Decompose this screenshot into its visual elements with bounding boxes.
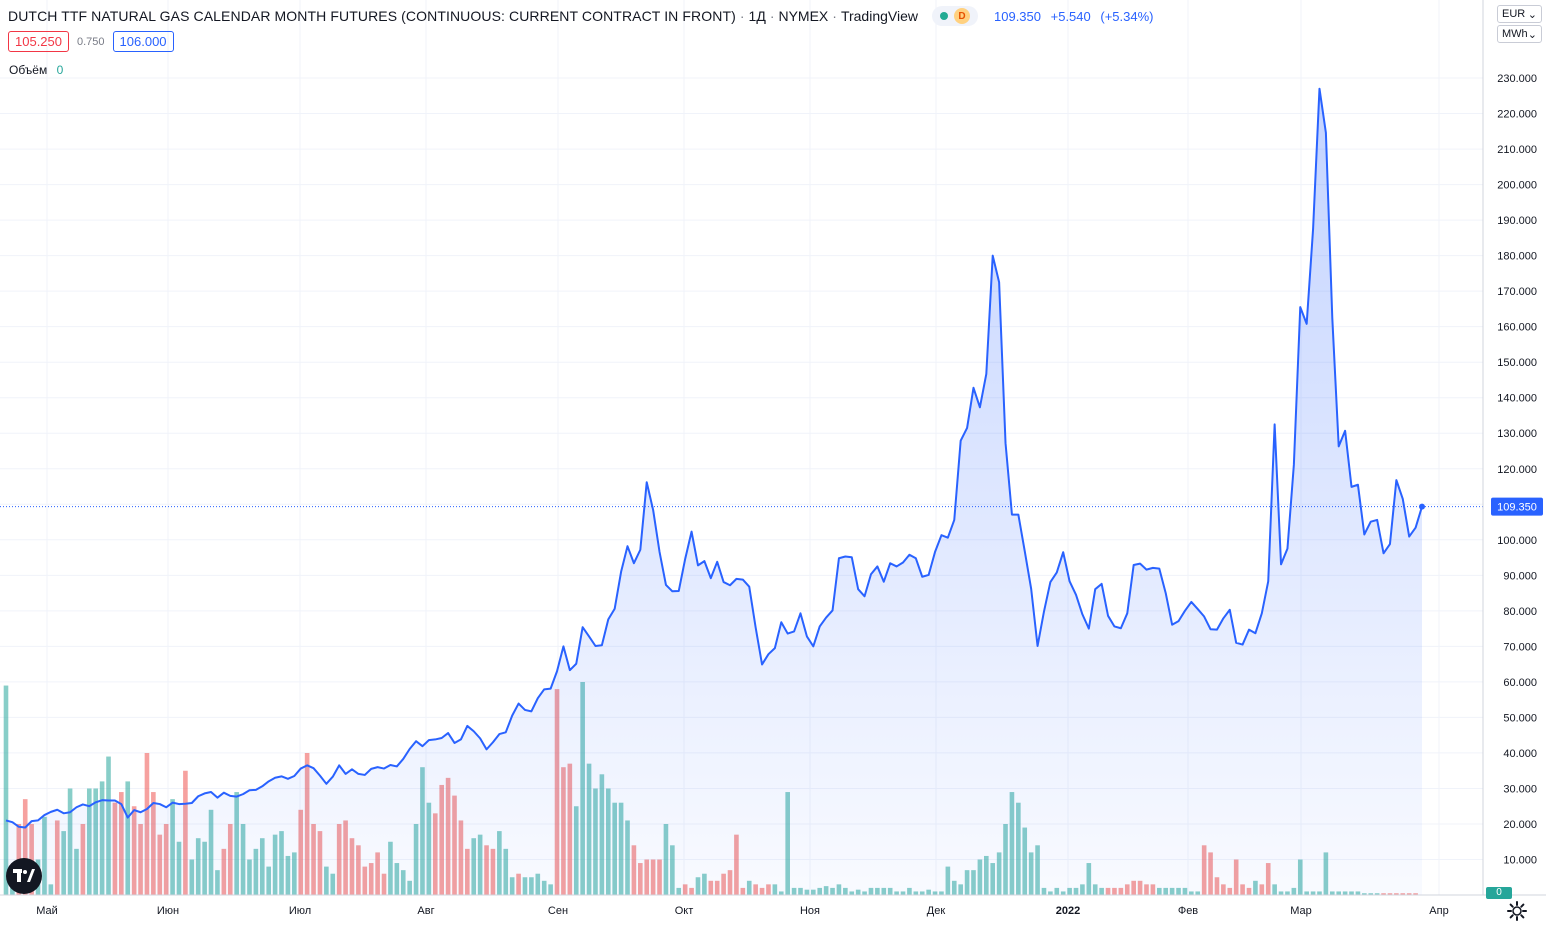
price-tick-label: 90.000 bbox=[1503, 570, 1537, 582]
unit-select[interactable]: MWh ⌄ bbox=[1497, 25, 1542, 43]
current-price-tag bbox=[1491, 497, 1543, 516]
price-change-percent: (+5.34%) bbox=[1100, 8, 1154, 24]
time-tick-label: Ноя bbox=[800, 905, 820, 917]
price-tick-label: 230.000 bbox=[1497, 73, 1537, 85]
current-price-label: 109.350 bbox=[1497, 502, 1537, 514]
tradingview-logo-icon[interactable] bbox=[6, 858, 42, 894]
separator-dot: · bbox=[832, 8, 837, 24]
last-price: 109.350 bbox=[994, 8, 1041, 24]
time-axis-background bbox=[0, 895, 1546, 927]
source-label: TradingView bbox=[840, 8, 918, 24]
spread-value: 0.750 bbox=[77, 35, 105, 48]
price-tick-label: 50.000 bbox=[1503, 712, 1537, 724]
separator-dot: · bbox=[769, 8, 775, 24]
time-tick-label: Фев bbox=[1178, 905, 1198, 917]
market-open-icon bbox=[940, 12, 948, 20]
buy-button[interactable]: 106.000 bbox=[112, 31, 174, 52]
time-tick-label: Сен bbox=[548, 905, 568, 917]
sell-button[interactable]: 105.250 bbox=[8, 31, 69, 52]
chart-header: DUTCH TTF NATURAL GAS CALENDAR MONTH FUT… bbox=[8, 6, 1160, 26]
price-tick-label: 120.000 bbox=[1497, 464, 1537, 476]
price-tick-label: 60.000 bbox=[1503, 677, 1537, 689]
last-price-dot bbox=[1419, 503, 1425, 510]
time-tick-label: Май bbox=[36, 905, 58, 917]
price-tick-label: 130.000 bbox=[1497, 428, 1537, 440]
chevron-down-icon: ⌄ bbox=[1527, 28, 1537, 41]
quote-summary: 109.350 +5.540 (+5.34%) bbox=[994, 9, 1160, 24]
price-tick-label: 170.000 bbox=[1497, 286, 1537, 298]
exchange-label: NYMEX bbox=[778, 8, 829, 24]
price-tick-label: 150.000 bbox=[1497, 357, 1537, 369]
price-tick-label: 190.000 bbox=[1497, 215, 1537, 227]
interval-label[interactable]: 1Д bbox=[748, 8, 766, 24]
bid-ask-row: 105.250 0.750 106.000 bbox=[8, 31, 174, 52]
separator-dot: · bbox=[739, 8, 745, 24]
volume-legend[interactable]: Объём 0 bbox=[9, 63, 63, 77]
delayed-data-icon: D bbox=[954, 8, 970, 24]
price-axis-background bbox=[1483, 0, 1546, 927]
volume-legend-label: Объём bbox=[9, 63, 48, 77]
gear-icon[interactable] bbox=[1506, 900, 1528, 922]
price-tick-label: 210.000 bbox=[1497, 144, 1537, 156]
time-tick-label: Июн bbox=[157, 905, 179, 917]
market-status-pill[interactable]: D bbox=[932, 6, 978, 26]
time-tick-label: Мар bbox=[1290, 905, 1312, 917]
currency-select[interactable]: EUR ⌄ bbox=[1497, 5, 1542, 23]
volume-legend-value: 0 bbox=[56, 63, 64, 77]
time-tick-label: Июл bbox=[289, 905, 311, 917]
unit-value: MWh bbox=[1502, 28, 1528, 40]
volume-value-badge: 0 bbox=[1486, 887, 1512, 899]
price-tick-label: 200.000 bbox=[1497, 180, 1537, 192]
price-tick-label: 70.000 bbox=[1503, 641, 1537, 653]
price-tick-label: 30.000 bbox=[1503, 783, 1537, 795]
grid-lines bbox=[0, 0, 1483, 895]
price-tick-label: 20.000 bbox=[1503, 819, 1537, 831]
price-area bbox=[0, 87, 1483, 895]
price-change: +5.540 bbox=[1050, 8, 1091, 24]
price-tick-label: 10.000 bbox=[1503, 854, 1537, 866]
price-line bbox=[5, 87, 1423, 829]
price-tick-label: 220.000 bbox=[1497, 109, 1537, 121]
price-tick-label: 80.000 bbox=[1503, 606, 1537, 618]
symbol-title[interactable]: DUTCH TTF NATURAL GAS CALENDAR MONTH FUT… bbox=[8, 8, 736, 24]
time-tick-label: 2022 bbox=[1056, 905, 1080, 917]
currency-value: EUR bbox=[1502, 8, 1526, 20]
volume-bar bbox=[3, 685, 9, 895]
chevron-down-icon: ⌄ bbox=[1527, 8, 1537, 21]
price-tick-label: 40.000 bbox=[1503, 748, 1537, 760]
price-tick-label: 180.000 bbox=[1497, 251, 1537, 263]
time-axis[interactable]: Май Июн Июл Авг Сен Окт Ноя Дек 2022 Фев Мар Апр bbox=[0, 894, 1546, 927]
time-tick-label: Авг bbox=[417, 905, 434, 917]
time-tick-label: Апр bbox=[1429, 905, 1448, 917]
price-tick-label: 140.000 bbox=[1497, 393, 1537, 405]
time-tick-label: Окт bbox=[675, 905, 694, 917]
price-tick-label: 100.000 bbox=[1497, 535, 1537, 547]
price-tick-label: 160.000 bbox=[1497, 322, 1537, 334]
tv-logo-mark bbox=[13, 869, 35, 882]
time-tick-label: Дек bbox=[927, 905, 946, 917]
price-axis[interactable]: 10.000 20.000 30.000 40.000 50.000 60.000 70.0… bbox=[1482, 0, 1546, 927]
price-area-fill bbox=[6, 88, 1422, 895]
